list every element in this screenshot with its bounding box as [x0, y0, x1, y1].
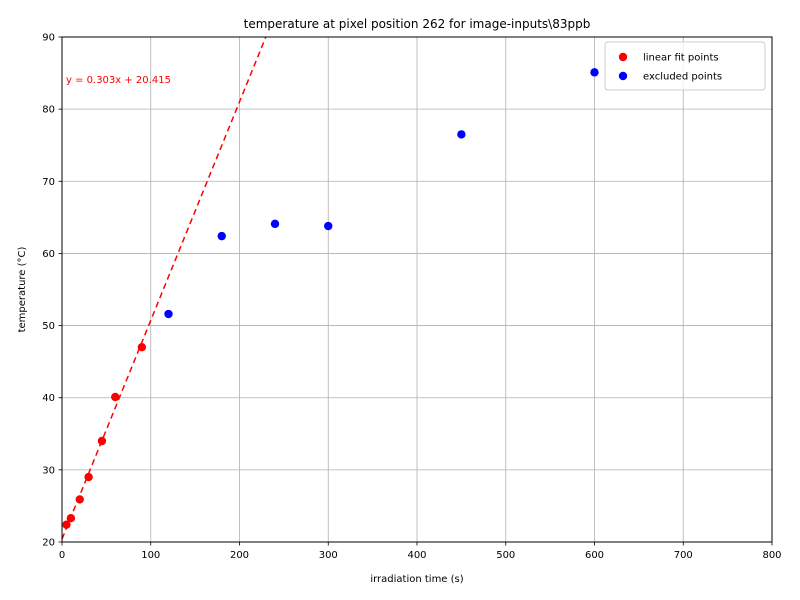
x-tick-label: 500 — [496, 550, 515, 561]
excluded-point — [457, 130, 466, 139]
x-tick-label: 600 — [585, 550, 604, 561]
y-tick-label: 20 — [42, 538, 55, 549]
fit-equation-annotation: y = 0.303x + 20.415 — [66, 75, 171, 86]
legend-marker — [618, 71, 628, 81]
y-tick-label: 30 — [42, 465, 55, 476]
y-tick-label: 80 — [42, 105, 55, 116]
fit-point — [75, 495, 84, 504]
fit-point — [137, 343, 147, 352]
fit-line — [61, 36, 267, 540]
y-tick-label: 50 — [42, 321, 55, 332]
x-tick-label: 200 — [230, 550, 249, 561]
legend: linear fit points excluded points — [604, 41, 766, 91]
x-tick-label: 700 — [674, 550, 693, 561]
x-axis-label: irradiation time (s) — [370, 574, 463, 585]
excluded-point — [164, 309, 173, 319]
fit-point — [62, 520, 71, 529]
fit-point — [111, 392, 120, 402]
ticks: 0 100 200 300 400 500 600 700 800 20 30 40 50 60 70 80 9… — [42, 33, 781, 562]
legend-box — [604, 41, 766, 91]
legend-label: excluded points — [643, 72, 722, 83]
x-tick-label: 400 — [407, 550, 426, 561]
y-tick-label: 70 — [42, 177, 55, 188]
x-tick-label: 800 — [762, 550, 781, 561]
excluded-point — [217, 231, 226, 241]
x-tick-label: 100 — [141, 550, 160, 561]
legend-marker — [618, 52, 628, 62]
fit-line-group — [61, 36, 267, 540]
x-tick-label: 300 — [319, 550, 338, 561]
legend-label: linear fit points — [643, 53, 719, 64]
excluded-point — [270, 219, 280, 229]
fit-point — [84, 472, 93, 482]
fit-point — [97, 436, 107, 446]
x-tick-label: 0 — [59, 550, 65, 561]
fit-point — [66, 513, 76, 523]
y-axis-label: temperature (°C) — [17, 246, 28, 332]
y-tick-label: 40 — [42, 393, 55, 404]
excluded-point — [324, 221, 333, 231]
excluded-point — [590, 68, 599, 77]
points-group — [62, 68, 599, 529]
y-tick-label: 60 — [42, 249, 55, 260]
y-tick-label: 90 — [42, 33, 55, 44]
chart-title: temperature at pixel position 262 for im… — [244, 17, 591, 31]
